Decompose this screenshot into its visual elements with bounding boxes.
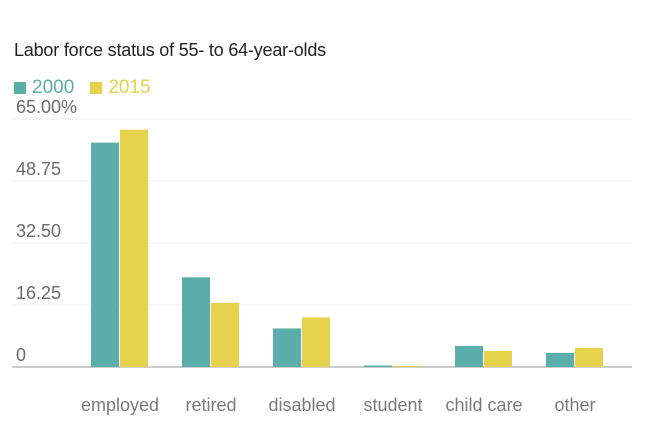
y-tick-label: 16.25	[16, 283, 61, 303]
bar-retired-2000	[182, 277, 210, 367]
legend-swatch-2015	[90, 82, 103, 94]
x-tick-label: child care	[445, 395, 522, 415]
bar-student-2015	[393, 365, 421, 367]
y-tick-label: 0	[16, 345, 26, 365]
legend-swatch-2000	[14, 82, 26, 94]
bar-disabled-2000	[273, 328, 301, 367]
x-tick-label: disabled	[268, 395, 335, 415]
y-tick-label: 32.50	[16, 221, 61, 241]
y-tick-label: 48.75	[16, 159, 61, 179]
bar-retired-2015	[211, 302, 239, 367]
bar-other-2015	[575, 347, 603, 367]
legend-label-2000: 2000	[32, 77, 75, 98]
chart-title: Labor force status of 55- to 64-year-old…	[14, 40, 326, 60]
bar-employed-2015	[120, 129, 148, 367]
legend: 2000 2015	[14, 77, 167, 99]
x-tick-label: employed	[81, 395, 159, 415]
bar-employed-2000	[91, 142, 119, 367]
bar-disabled-2015	[302, 317, 330, 367]
legend-label-2015: 2015	[108, 77, 151, 98]
bar-student-2000	[364, 365, 392, 367]
bar-child-care-2000	[455, 346, 483, 367]
y-tick-label: 65.00%	[16, 97, 77, 117]
x-tick-label: student	[363, 395, 422, 415]
legend-item-2015: 2015	[90, 77, 151, 99]
legend-item-2000: 2000	[14, 77, 74, 99]
bar-other-2000	[546, 352, 574, 367]
x-tick-label: other	[554, 395, 595, 415]
bar-child-care-2015	[484, 350, 512, 367]
x-tick-label: retired	[185, 395, 236, 415]
